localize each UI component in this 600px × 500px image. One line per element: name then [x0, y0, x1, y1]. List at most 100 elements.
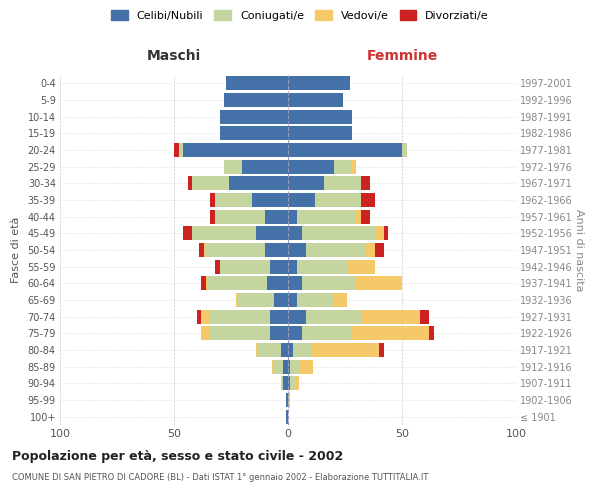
Bar	[352, 326, 430, 340]
Bar	[203, 243, 206, 257]
Bar	[306, 243, 365, 257]
Bar	[281, 343, 288, 357]
Text: Maschi: Maschi	[147, 48, 201, 62]
Bar	[202, 326, 211, 340]
Bar	[334, 293, 347, 307]
Bar	[215, 193, 251, 207]
Bar	[270, 310, 288, 324]
Bar	[179, 143, 183, 157]
Bar	[251, 193, 288, 207]
Bar	[220, 110, 288, 124]
Bar	[288, 343, 293, 357]
Bar	[286, 393, 288, 407]
Bar	[274, 293, 288, 307]
Bar	[265, 210, 288, 224]
Bar	[306, 310, 361, 324]
Bar	[361, 310, 420, 324]
Bar	[356, 276, 402, 290]
Bar	[311, 343, 379, 357]
Bar	[220, 126, 288, 140]
Bar	[283, 360, 288, 374]
Bar	[288, 326, 302, 340]
Bar	[361, 193, 374, 207]
Bar	[211, 210, 215, 224]
Bar	[188, 176, 192, 190]
Y-axis label: Anni di nascita: Anni di nascita	[574, 208, 584, 291]
Bar	[197, 310, 202, 324]
Bar	[215, 210, 265, 224]
Bar	[206, 243, 265, 257]
Bar	[256, 226, 288, 240]
Bar	[297, 293, 334, 307]
Bar	[238, 293, 274, 307]
Bar	[361, 210, 370, 224]
Bar	[288, 243, 306, 257]
Bar	[334, 160, 352, 174]
Bar	[211, 310, 270, 324]
Bar	[202, 276, 206, 290]
Bar	[270, 326, 288, 340]
Bar	[236, 293, 238, 307]
Bar	[299, 360, 313, 374]
Bar	[288, 110, 352, 124]
Bar	[288, 293, 297, 307]
Bar	[297, 210, 356, 224]
Bar	[224, 160, 242, 174]
Legend: Celibi/Nubili, Coniugati/e, Vedovi/e, Divorziati/e: Celibi/Nubili, Coniugati/e, Vedovi/e, Di…	[107, 6, 493, 25]
Bar	[352, 160, 356, 174]
Y-axis label: Fasce di età: Fasce di età	[11, 217, 20, 283]
Bar	[192, 176, 229, 190]
Bar	[206, 276, 208, 290]
Bar	[420, 310, 430, 324]
Bar	[288, 126, 352, 140]
Bar	[270, 260, 288, 274]
Text: COMUNE DI SAN PIETRO DI CADORE (BL) - Dati ISTAT 1° gennaio 2002 - Elaborazione : COMUNE DI SAN PIETRO DI CADORE (BL) - Da…	[12, 472, 428, 482]
Bar	[288, 210, 297, 224]
Bar	[374, 243, 384, 257]
Bar	[347, 260, 374, 274]
Bar	[288, 226, 302, 240]
Bar	[288, 260, 297, 274]
Bar	[302, 226, 374, 240]
Bar	[286, 410, 288, 424]
Bar	[224, 93, 288, 107]
Bar	[361, 176, 370, 190]
Bar	[288, 360, 290, 374]
Text: Femmine: Femmine	[367, 48, 437, 62]
Bar	[174, 143, 179, 157]
Bar	[288, 93, 343, 107]
Bar	[265, 243, 288, 257]
Bar	[288, 193, 316, 207]
Bar	[268, 276, 288, 290]
Bar	[215, 260, 220, 274]
Bar	[199, 243, 203, 257]
Bar	[297, 260, 347, 274]
Bar	[288, 393, 290, 407]
Bar	[288, 76, 350, 90]
Bar	[183, 143, 288, 157]
Bar	[288, 143, 402, 157]
Bar	[259, 343, 281, 357]
Bar	[192, 226, 256, 240]
Bar	[288, 160, 334, 174]
Bar	[281, 376, 283, 390]
Bar	[288, 376, 290, 390]
Bar	[325, 176, 361, 190]
Bar	[226, 76, 288, 90]
Bar	[220, 260, 270, 274]
Bar	[379, 343, 384, 357]
Bar	[302, 326, 352, 340]
Bar	[430, 326, 434, 340]
Bar	[288, 276, 302, 290]
Bar	[229, 176, 288, 190]
Bar	[290, 376, 295, 390]
Bar	[293, 343, 311, 357]
Bar	[208, 276, 268, 290]
Text: Popolazione per età, sesso e stato civile - 2002: Popolazione per età, sesso e stato civil…	[12, 450, 343, 463]
Bar	[288, 310, 306, 324]
Bar	[272, 360, 274, 374]
Bar	[274, 360, 283, 374]
Bar	[183, 226, 192, 240]
Bar	[211, 326, 270, 340]
Bar	[202, 310, 211, 324]
